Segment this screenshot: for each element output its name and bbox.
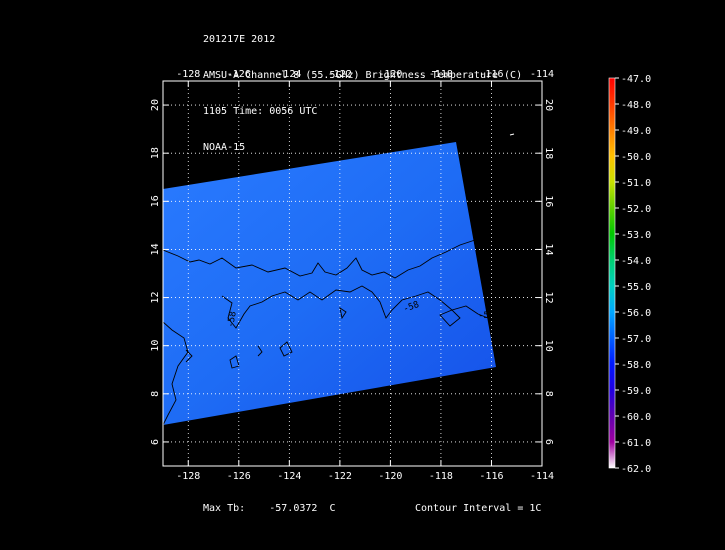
- lat-tick-label-right: 20: [543, 99, 554, 111]
- lon-tick-label-bottom: -124: [277, 471, 301, 482]
- colorbar-label: -47.0: [621, 74, 651, 85]
- lon-tick-label-top: -116: [479, 69, 503, 80]
- lon-tick-label-top: -118: [429, 69, 453, 80]
- colorbar-label: -52.0: [621, 204, 651, 215]
- lat-tick-label-right: 10: [543, 340, 554, 352]
- colorbar-label: -51.0: [621, 178, 651, 189]
- map-frame: [162, 80, 543, 467]
- lon-tick-label-top: -114: [530, 69, 554, 80]
- lat-tick-label-left: 16: [150, 195, 161, 207]
- colorbar-scale: [608, 77, 616, 469]
- lat-tick-label-left: 8: [150, 391, 161, 397]
- lat-tick-label-left: 18: [150, 147, 161, 159]
- lon-tick-label-bottom: -120: [378, 471, 402, 482]
- lon-tick-label-bottom: -114: [530, 471, 554, 482]
- lon-tick-label-top: -120: [378, 69, 402, 80]
- lat-tick-label-right: 18: [543, 147, 554, 159]
- lon-tick-label-top: -128: [176, 69, 200, 80]
- colorbar-label: -54.0: [621, 256, 651, 267]
- lat-tick-label-left: 10: [150, 340, 161, 352]
- lon-tick-label-bottom: -118: [429, 471, 453, 482]
- lat-tick-label-left: 6: [150, 439, 161, 445]
- lon-tick-label-bottom: -128: [176, 471, 200, 482]
- lat-tick-label-right: 16: [543, 195, 554, 207]
- colorbar-label: -61.0: [621, 438, 651, 449]
- colorbar-label: -62.0: [621, 464, 651, 475]
- marker-dash: [509, 133, 515, 136]
- lon-tick-label-bottom: -116: [479, 471, 503, 482]
- max-tb: Max Tb: -57.0372 C: [203, 503, 336, 514]
- contour-label: -58: [226, 311, 239, 329]
- lat-tick-label-right: 8: [543, 391, 554, 397]
- lat-tick-label-right: 12: [543, 292, 554, 304]
- header: 201217E 2012 AMSU-A Channel 8 (55.5GHz) …: [203, 10, 522, 166]
- lon-tick-label-bottom: -122: [328, 471, 352, 482]
- satellite-title: NOAA-15: [203, 142, 246, 153]
- lat-tick-label-right: 14: [543, 243, 554, 255]
- date-title: 201217E 2012: [203, 34, 276, 45]
- lat-tick-label-right: 6: [543, 439, 554, 445]
- lat-tick-label-left: 12: [150, 292, 161, 304]
- max-tb-unit: C: [329, 503, 336, 514]
- time-title: 1105 Time: 0056 UTC: [203, 106, 318, 117]
- lon-tick-label-top: -126: [227, 69, 251, 80]
- colorbar-label: -56.0: [621, 308, 651, 319]
- contour-interval: Contour Interval = 1C: [415, 503, 542, 514]
- contour-label: -58: [478, 311, 494, 321]
- colorbar-label: -48.0: [621, 100, 651, 111]
- colorbar-label: -58.0: [621, 360, 651, 371]
- lat-tick-label-left: 14: [150, 243, 161, 255]
- swath-area: [163, 142, 496, 425]
- colorbar-label: -49.0: [621, 126, 651, 137]
- contour-lines: [163, 239, 489, 426]
- colorbar-label: -59.0: [621, 386, 651, 397]
- lon-tick-label-bottom: -126: [227, 471, 251, 482]
- colorbar-label: -53.0: [621, 230, 651, 241]
- colorbar-label: -50.0: [621, 152, 651, 163]
- lon-tick-label-top: -122: [328, 69, 352, 80]
- max-tb-label: Max Tb:: [203, 503, 246, 514]
- map-ticks: -128 -128 -126 -126 -124 -124 -122 -122 -120 -120…: [150, 69, 554, 482]
- colorbar-label: -55.0: [621, 282, 651, 293]
- product-title: AMSU-A Channel 8 (55.5GHz) Brightness Te…: [203, 70, 523, 81]
- colorbar-label: -57.0: [621, 334, 651, 345]
- colorbar-label: -60.0: [621, 412, 651, 423]
- max-tb-value: -57.0372: [269, 503, 318, 514]
- lon-tick-label-top: -124: [277, 69, 301, 80]
- colorbar: -47.0 -48.0 -49.0 -50.0 -51.0 -52.0 -53.0 -54.0…: [608, 74, 651, 475]
- lat-tick-label-left: 20: [150, 99, 161, 111]
